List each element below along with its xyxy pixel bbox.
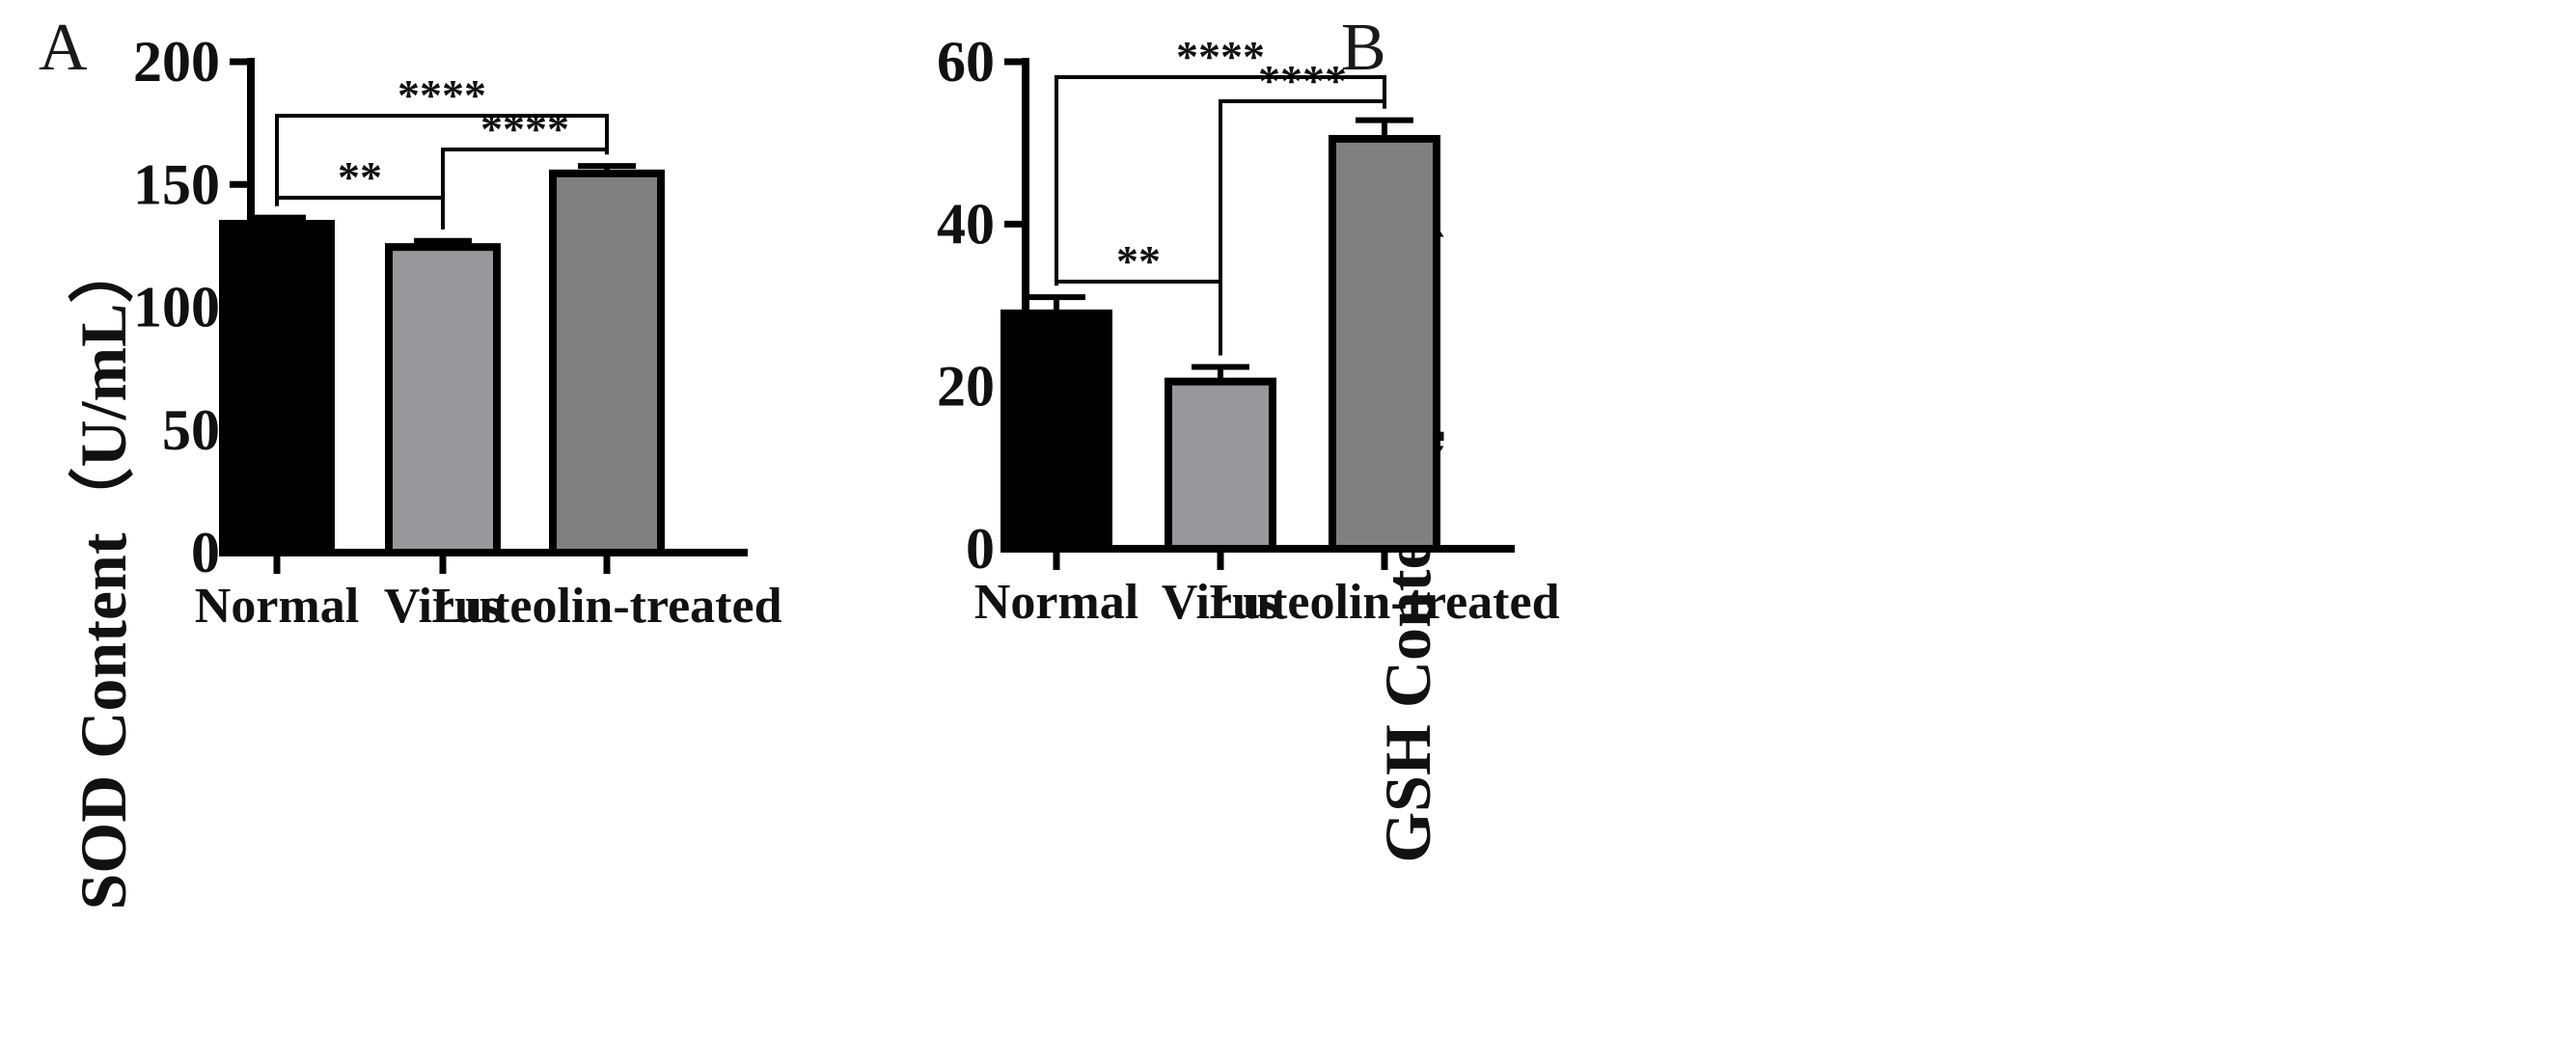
panel-a-significance-label: **** [480, 104, 569, 153]
panel-a-category-label: Luteolin-treated [432, 579, 782, 634]
panel-b-bar-2 [1332, 139, 1437, 549]
panel-b-y-tick-label: 0 [966, 517, 995, 581]
panel-b-significance-label: **** [1258, 56, 1347, 105]
panel-a-label: A [39, 11, 88, 85]
panel-a-bar-2 [553, 174, 661, 553]
panel-b-category-label: Normal [974, 575, 1138, 630]
panel-a-bar-0 [223, 224, 331, 553]
panel-b-bar-0 [1004, 313, 1109, 549]
figure: A SOD Content（U/mL） 050100150200Normal Vi… [0, 0, 2576, 1057]
panel-b-y-tick-label: 40 [937, 192, 995, 256]
panel-a-y-tick-label: 50 [162, 398, 220, 462]
panel-b-bar-1 [1168, 382, 1273, 549]
panel-b-y-tick-label: 20 [937, 355, 995, 419]
panel-b-significance-label: ** [1116, 236, 1161, 285]
panel-b-category-label: Luteolin-treated [1210, 575, 1560, 630]
panel-b-label: B [1341, 11, 1386, 85]
panel-b-significance-label: **** [1176, 32, 1265, 81]
panel-a-y-tick-label: 100 [133, 276, 220, 339]
panel-a-bar-1 [389, 247, 497, 553]
panel-a-significance-label: ** [338, 152, 382, 202]
panel-b-gsh-chart: B GSH Content (μmol/L) 0204060NormalViru… [937, 11, 1560, 863]
panel-a-significance-label: **** [397, 70, 486, 120]
panel-a-category-label: Normal [195, 579, 359, 634]
panel-a-y-axis-title: SOD Content（U/mL） [67, 237, 140, 909]
panel-a-y-tick-label: 150 [133, 152, 220, 216]
panel-a-y-tick-label: 200 [133, 30, 220, 94]
panel-b-y-tick-label: 60 [937, 30, 995, 94]
panel-a-y-tick-label: 0 [191, 521, 220, 584]
